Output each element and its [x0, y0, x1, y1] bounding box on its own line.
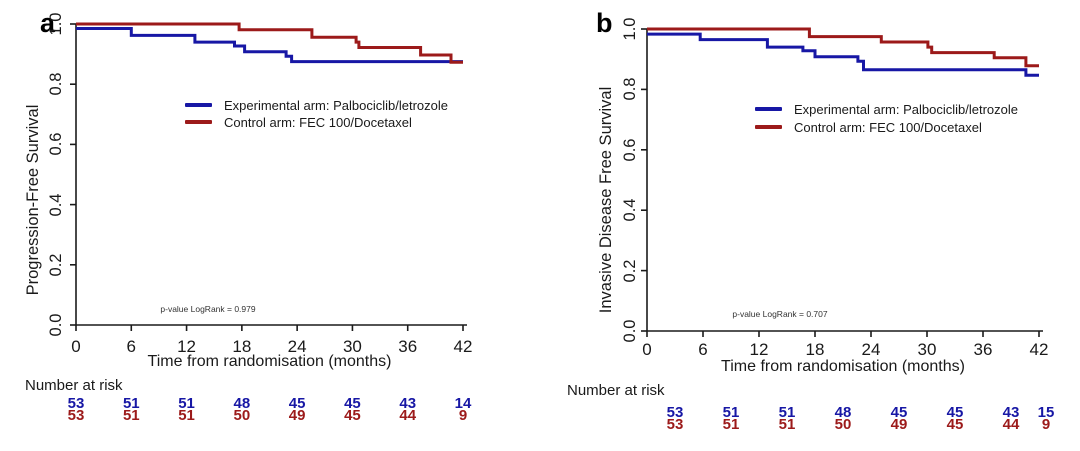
legend-line-experimental-swatch: [755, 107, 782, 111]
risk-count-experimental: 45: [288, 395, 306, 412]
y-tick-label: 0.4: [46, 193, 65, 217]
y-tick-label: 0.2: [620, 259, 639, 283]
y-tick-label: 0.6: [46, 132, 65, 156]
x-tick-label: 24: [861, 340, 881, 359]
risk-count-experimental: 14: [454, 395, 472, 412]
risk-count-experimental: 53: [67, 395, 85, 412]
survival-curve-control: [76, 22, 463, 64]
panel-letter-b: b: [596, 8, 613, 38]
survival-curve-experimental: [76, 27, 463, 64]
x-tick-label: 0: [71, 337, 81, 356]
legend-label-experimental: Experimental arm: Palbociclib/letrozole: [224, 97, 448, 113]
risk-count-control: 53: [67, 407, 85, 424]
y-tick-label: 0.6: [620, 138, 639, 162]
survival-curve-control: [647, 27, 1039, 68]
legend-label-experimental: Experimental arm: Palbociclib/letrozole: [794, 101, 1018, 117]
plot-area-a: [70, 22, 467, 331]
x-axis-title-b: Time from randomisation (months): [721, 358, 965, 375]
x-tick-label: 42: [1029, 340, 1049, 359]
risk-count-experimental: 51: [722, 404, 740, 421]
x-tick-label: 12: [177, 337, 197, 356]
risk-count-experimental: 53: [666, 404, 684, 421]
plot-area-b: [641, 27, 1043, 337]
x-tick-label: 6: [698, 340, 708, 359]
x-tick-label: 42: [453, 337, 473, 356]
legend-item-experimental-a: Experimental arm: Palbociclib/letrozole: [185, 98, 448, 112]
risk-count-experimental: 43: [399, 395, 417, 412]
y-tick-label: 1.0: [620, 17, 639, 41]
legend-line-control-swatch: [185, 120, 212, 124]
legend-line-control-swatch: [755, 125, 782, 129]
legend-label-control: Control arm: FEC 100/Docetaxel: [224, 114, 412, 130]
y-tick-label: 0.0: [620, 319, 639, 343]
survival-curve-experimental: [647, 32, 1039, 77]
risk-count-experimental: 15: [1037, 404, 1055, 421]
risk-count-experimental: 51: [778, 404, 796, 421]
risk-count-experimental: 45: [890, 404, 908, 421]
risk-count-control: 9: [1041, 416, 1051, 433]
legend-line-experimental-swatch: [185, 103, 212, 107]
x-tick-label: 30: [342, 337, 362, 356]
y-tick-label: 0.4: [620, 198, 639, 222]
risk-count-experimental: 48: [834, 404, 852, 421]
risk-count-control: 44: [1002, 416, 1020, 433]
risk-count-control: 51: [122, 407, 140, 424]
y-tick-label: 1.0: [46, 12, 65, 36]
risk-count-experimental: 48: [233, 395, 251, 412]
x-tick-label: 36: [398, 337, 418, 356]
risk-count-experimental: 45: [946, 404, 964, 421]
risk-count-control: 44: [399, 407, 417, 424]
risk-count-experimental: 45: [344, 395, 361, 412]
risk-count-control: 51: [778, 416, 796, 433]
x-tick-label: 0: [642, 340, 652, 359]
y-axis-title-a: Progression-Free Survival: [23, 104, 42, 296]
x-axis-title-a: Time from randomisation (months): [147, 353, 392, 370]
panel-b: b Invasive Disease Free Survival Time fr…: [540, 0, 1080, 451]
risk-count-experimental: 51: [178, 395, 195, 412]
risk-count-control: 49: [288, 407, 306, 424]
legend-item-control-b: Control arm: FEC 100/Docetaxel: [755, 120, 982, 134]
risk-count-control: 45: [344, 407, 361, 424]
risk-count-experimental: 51: [122, 395, 140, 412]
y-tick-label: 0.8: [620, 77, 639, 101]
y-axis-title-b: Invasive Disease Free Survival: [596, 86, 615, 314]
y-tick-label: 0.8: [46, 72, 65, 96]
legend-label-control: Control arm: FEC 100/Docetaxel: [794, 119, 982, 135]
x-tick-label: 12: [749, 340, 769, 359]
x-tick-label: 18: [805, 340, 825, 359]
x-tick-label: 18: [232, 337, 252, 356]
risk-count-control: 50: [834, 416, 852, 433]
number-at-risk-label-a: Number at risk: [25, 377, 123, 394]
p-value-text-b: p-value LogRank = 0.707: [732, 308, 828, 319]
p-value-text-a: p-value LogRank = 0.979: [160, 303, 256, 314]
number-at-risk-label-b: Number at risk: [567, 382, 665, 399]
legend-item-control-a: Control arm: FEC 100/Docetaxel: [185, 115, 412, 129]
x-tick-label: 24: [287, 337, 307, 356]
x-tick-label: 6: [126, 337, 137, 356]
risk-count-control: 53: [666, 416, 684, 433]
panel-letter-a: a: [40, 8, 56, 38]
risk-count-control: 50: [233, 407, 251, 424]
risk-count-control: 51: [722, 416, 740, 433]
risk-count-control: 49: [890, 416, 908, 433]
legend-item-experimental-b: Experimental arm: Palbociclib/letrozole: [755, 102, 1018, 116]
y-tick-label: 0.2: [46, 253, 65, 277]
risk-count-control: 45: [946, 416, 964, 433]
x-tick-label: 36: [973, 340, 993, 359]
risk-count-experimental: 43: [1002, 404, 1020, 421]
y-tick-label: 0.0: [46, 313, 65, 337]
x-tick-label: 30: [917, 340, 937, 359]
risk-count-control: 9: [458, 407, 468, 424]
risk-count-control: 51: [178, 407, 195, 424]
panel-a: a Progression-Free Survival Time from ra…: [23, 8, 473, 424]
